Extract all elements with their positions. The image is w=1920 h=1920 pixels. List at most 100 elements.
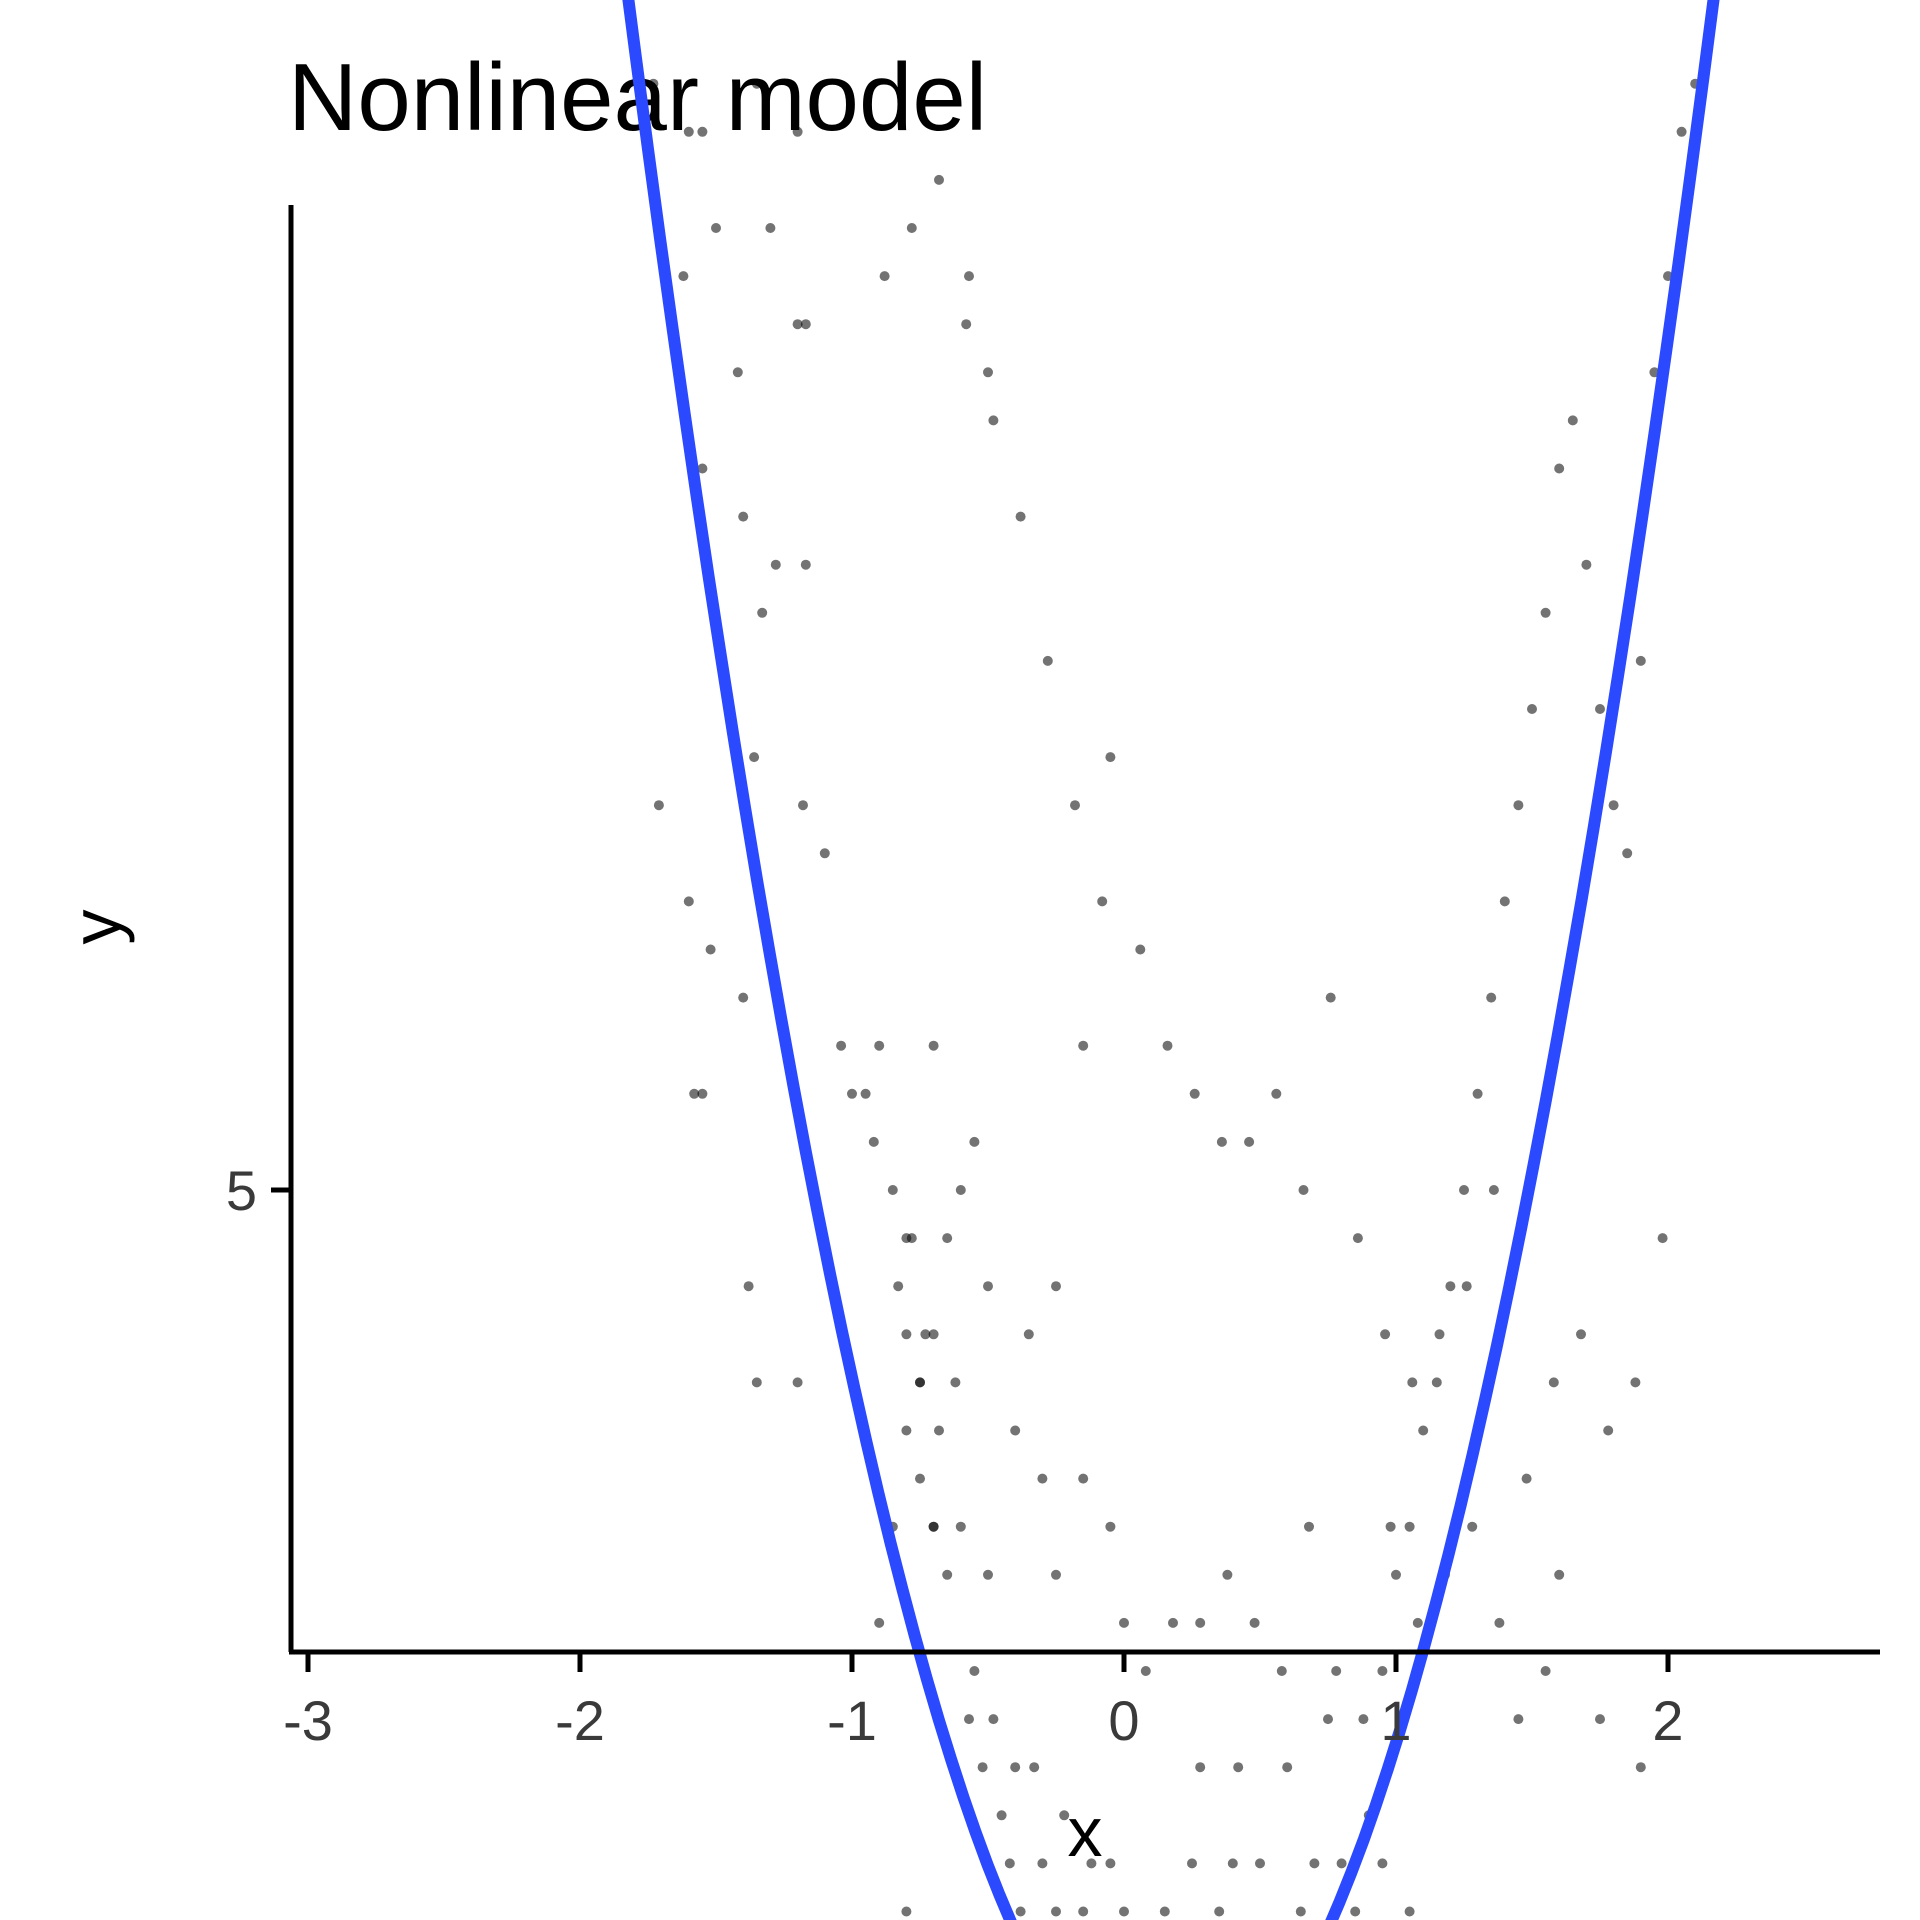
data-point [1097, 896, 1108, 907]
data-point [928, 1329, 939, 1340]
data-point [1271, 1088, 1282, 1099]
data-point [697, 1088, 708, 1099]
data-point [1227, 1858, 1238, 1869]
data-point [1222, 1569, 1233, 1580]
data-point [1554, 1569, 1565, 1580]
data-point [705, 944, 716, 955]
data-point [955, 1185, 966, 1195]
data-point [1105, 1858, 1116, 1869]
data-point [1140, 1666, 1151, 1676]
data-point [1352, 1233, 1363, 1244]
data-point [1010, 1762, 1021, 1773]
data-point [1244, 1136, 1255, 1147]
data-point [901, 1233, 912, 1244]
data-point [1513, 1714, 1524, 1725]
data-point [988, 1714, 999, 1725]
data-point [942, 1569, 953, 1580]
data-point [1581, 559, 1592, 570]
data-point [1135, 944, 1146, 955]
data-point [800, 319, 811, 330]
data-point [1336, 1858, 1347, 1869]
x-tick-label: -3 [283, 1689, 333, 1752]
data-point [1195, 1617, 1206, 1628]
data-point [792, 126, 803, 137]
data-point [1119, 1906, 1129, 1917]
data-point [1459, 1185, 1469, 1195]
data-point [1216, 1136, 1227, 1147]
data-point [1434, 1329, 1445, 1340]
data-point [874, 1617, 885, 1628]
x-tick-label: 1 [1380, 1689, 1411, 1752]
data-points [648, 78, 1701, 1917]
data-point [792, 319, 803, 330]
data-point [1295, 1906, 1306, 1917]
data-point [765, 223, 776, 233]
data-point [1214, 1906, 1225, 1917]
data-point [819, 848, 830, 859]
data-point [887, 1185, 898, 1195]
data-point [1309, 1858, 1320, 1869]
data-point [1385, 1521, 1396, 1532]
data-point [1051, 1569, 1061, 1580]
data-point [950, 1377, 961, 1388]
y-axis-ticks: 51015 [226, 1159, 291, 1222]
data-point [1540, 607, 1551, 618]
data-point [1187, 1858, 1197, 1869]
data-point [983, 1569, 993, 1580]
data-point [1608, 800, 1619, 811]
data-point [1676, 126, 1687, 137]
data-point [683, 126, 694, 137]
data-point [860, 1088, 871, 1099]
data-point [1540, 1666, 1551, 1676]
data-point [996, 1810, 1007, 1821]
x-axis-title: x [1068, 1793, 1103, 1871]
data-point [1233, 1762, 1244, 1773]
data-point [1323, 1714, 1333, 1725]
x-tick-label: 0 [1108, 1689, 1139, 1752]
data-point [983, 1281, 993, 1292]
data-point [1004, 1858, 1015, 1869]
y-axis-title: y [57, 910, 135, 945]
data-point [1325, 992, 1336, 1003]
data-point [732, 367, 743, 378]
data-point [1051, 1281, 1061, 1292]
data-point [1078, 1906, 1089, 1917]
data-point [928, 1521, 939, 1532]
data-point [1037, 1858, 1048, 1869]
data-point [683, 896, 694, 907]
data-point [901, 1906, 912, 1917]
data-point [977, 1762, 988, 1773]
data-point [836, 1040, 847, 1051]
data-point [1445, 1281, 1456, 1292]
data-point [743, 1281, 754, 1292]
data-point [983, 367, 993, 378]
data-point [964, 1714, 974, 1725]
data-point [1548, 1377, 1559, 1388]
data-point [893, 1281, 904, 1292]
data-point [942, 1233, 953, 1244]
data-point [988, 415, 999, 426]
data-point [1521, 1473, 1532, 1484]
data-point [1603, 1425, 1614, 1436]
data-point [1249, 1617, 1260, 1628]
data-point [928, 1040, 939, 1051]
data-point [1189, 1088, 1200, 1099]
data-point [1494, 1617, 1505, 1628]
data-point [800, 559, 811, 570]
data-point [1015, 511, 1026, 522]
data-point [901, 1329, 912, 1340]
data-point [738, 992, 749, 1003]
data-point [1499, 896, 1510, 907]
data-point [901, 1425, 912, 1436]
data-point [1051, 1906, 1061, 1917]
data-point [961, 319, 972, 330]
data-point [1380, 1329, 1391, 1340]
data-point [1657, 1233, 1668, 1244]
fit-curve [622, 0, 1720, 1920]
data-point [1595, 704, 1605, 714]
data-point [969, 1136, 980, 1147]
data-point [847, 1088, 857, 1099]
data-point [1472, 1088, 1483, 1099]
data-point [1391, 1569, 1401, 1580]
